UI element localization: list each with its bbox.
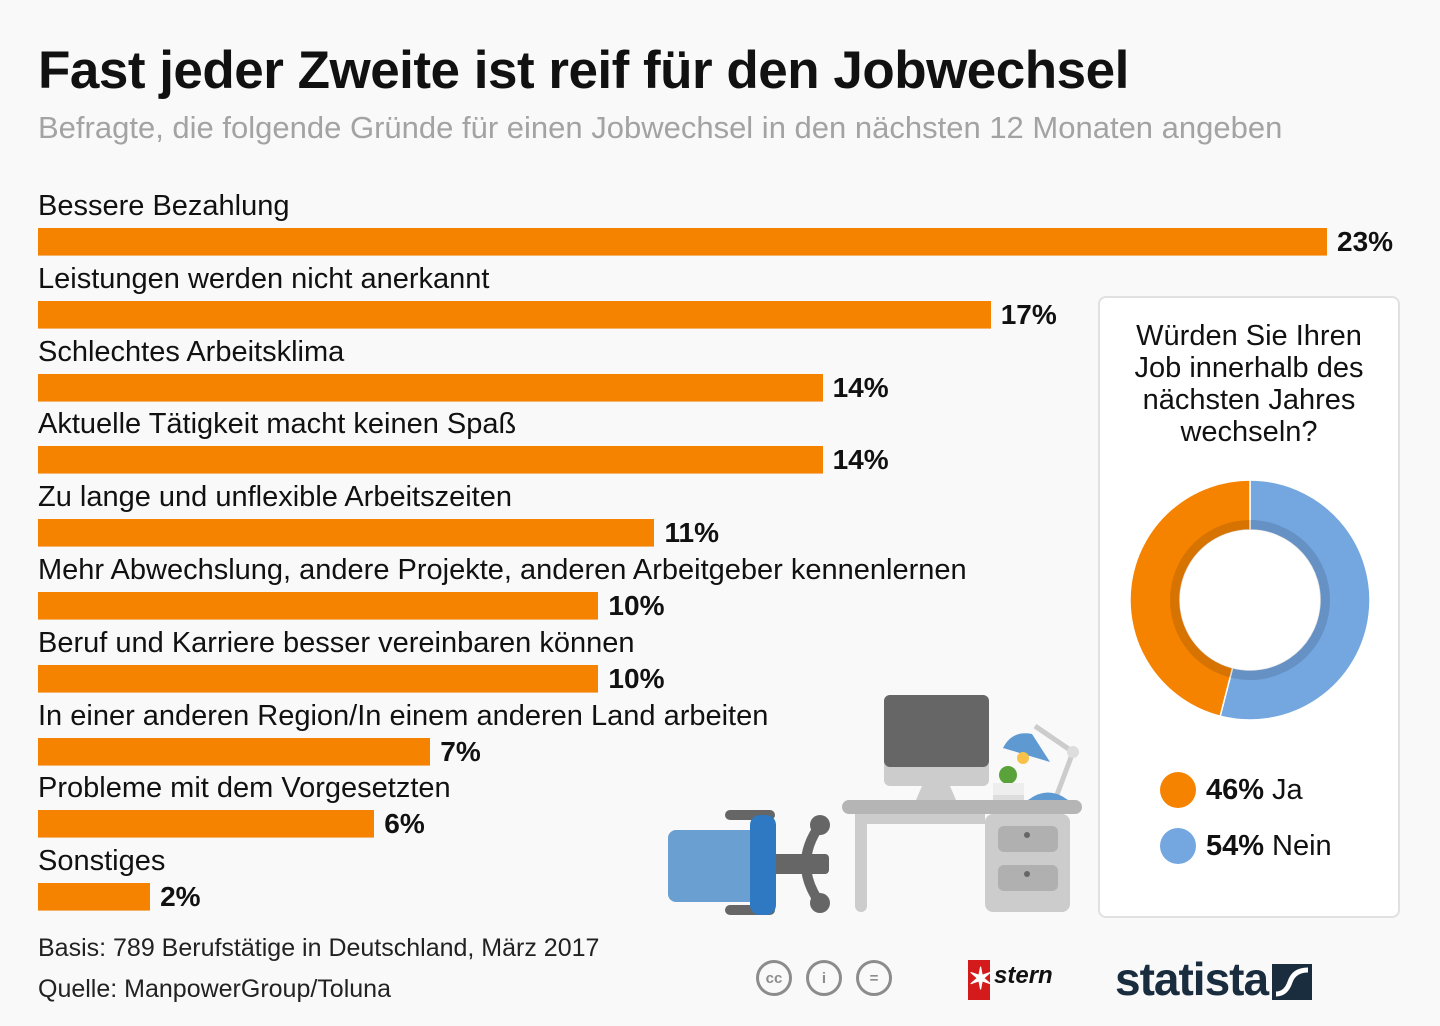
nd-icon[interactable]: = [856,960,892,996]
question-line: Job innerhalb des [1134,352,1364,384]
bar [38,664,599,692]
donut-question: Würden Sie Ihren Job innerhalb des nächs… [1100,320,1398,448]
legend-swatch-ja [1160,772,1196,808]
lamp-icon [1003,723,1079,801]
donut-hole [1180,530,1320,670]
legend-value: 54% [1206,829,1265,862]
bar-value-label: 10% [608,590,665,621]
monitor-icon [884,695,989,800]
bar-label: Schlechtes Arbeitsklima [38,335,345,368]
bar [38,883,151,911]
legend-item-ja: 46% Ja [1160,772,1303,808]
donut-chart [1129,479,1371,721]
bar-value-label: 6% [384,808,425,840]
bar-value-label: 14% [832,444,889,476]
legend-value: 46% [1206,773,1265,806]
cc-icon[interactable]: cc [756,960,792,996]
legend-label: Ja [1272,773,1303,806]
bar-label: Probleme mit dem Vorgesetzten [38,772,451,805]
desk-icon [842,800,1082,912]
donut-panel: Würden Sie Ihren Job innerhalb des nächs… [1098,296,1400,918]
bar-label: Sonstiges [38,845,166,878]
bar [38,300,991,328]
bar-value-label: 14% [832,371,889,403]
footer-basis: Basis: 789 Berufstätige in Deutschland, … [38,934,600,962]
bar [38,373,823,401]
stern-logo: stern [994,962,1053,989]
statista-logo: statista [1115,953,1269,1005]
bar-value-label: 7% [440,735,481,767]
bar-value-label: 10% [608,662,665,694]
bar [38,446,823,474]
question-line: nächsten Jahres [1142,384,1356,416]
plant-icon [993,766,1024,800]
bar-value-label: 2% [160,881,201,913]
legend-label: Nein [1272,829,1332,862]
bar [38,592,599,619]
chair-icon [668,810,830,915]
bar [38,228,1327,255]
chart-subtitle: Befragte, die folgende Gründe für einen … [38,110,1283,145]
question-line: wechseln? [1180,416,1318,448]
legend-swatch-nein [1160,828,1196,864]
legend-item-nein: 54% Nein [1160,828,1332,864]
bar-label: Beruf und Karriere besser vereinbaren kö… [38,626,635,659]
bar-label: Zu lange und unflexible Arbeitszeiten [38,481,512,514]
office-illustration [668,695,1082,915]
bar-value-label: 23% [1337,226,1394,257]
bar-label: In einer anderen Region/In einem anderen… [38,699,769,732]
by-icon[interactable]: i [806,960,842,996]
stern-logo-icon: ✶ [968,960,993,1000]
bar-value-label: 11% [664,517,719,549]
bar-label: Aktuelle Tätigkeit macht keinen Spaß [38,408,517,441]
chart-title: Fast jeder Zweite ist reif für den Jobwe… [38,41,1129,100]
bar [38,810,375,838]
footer-source: Quelle: ManpowerGroup/Toluna [38,975,391,1003]
question-line: Würden Sie Ihren [1136,320,1362,352]
bar [38,519,655,547]
bar-value-label: 17% [1000,298,1057,330]
bar [38,737,431,765]
bar-label: Leistungen werden nicht anerkannt [38,262,490,295]
statista-logo-icon [1272,964,1312,1000]
donut-inner-shadow [1170,520,1330,680]
bar-label: Bessere Bezahlung [38,190,290,222]
bar-label: Mehr Abwechslung, andere Projekte, ander… [38,554,967,586]
